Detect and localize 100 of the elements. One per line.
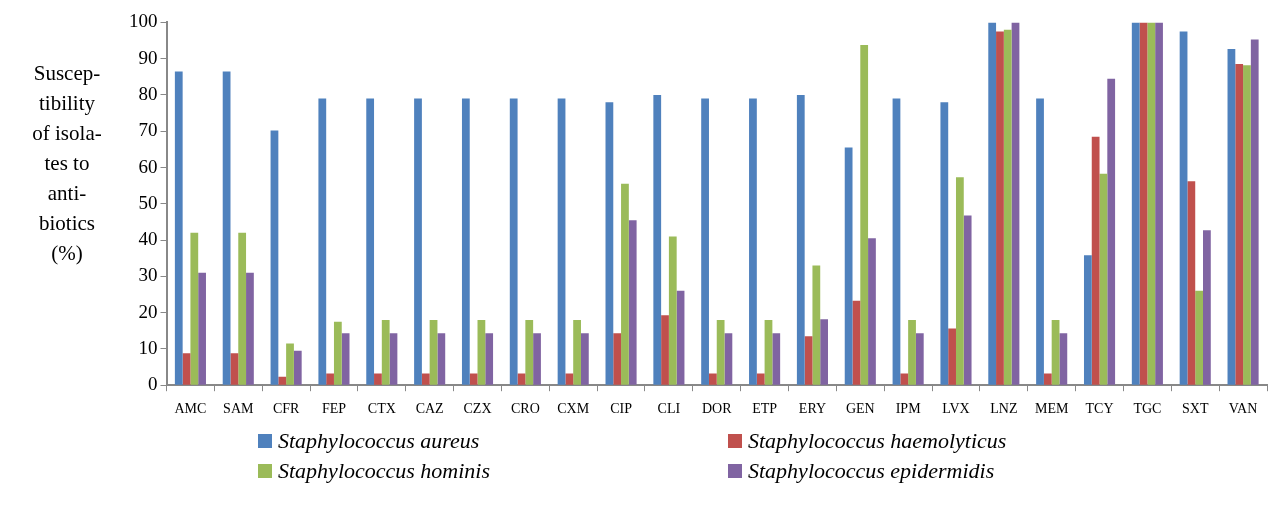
bar bbox=[414, 98, 422, 385]
bar bbox=[605, 102, 614, 385]
bar bbox=[621, 183, 629, 385]
bar bbox=[1187, 181, 1196, 385]
bar bbox=[469, 373, 478, 385]
bar bbox=[525, 319, 534, 385]
x-tick-label: FEP bbox=[321, 401, 347, 417]
bar bbox=[1051, 319, 1060, 385]
y-tick-label: 40 bbox=[138, 228, 158, 250]
bar bbox=[509, 98, 518, 385]
x-tick-label: CAZ bbox=[415, 401, 444, 417]
legend-label: Staphylococcus epidermidis bbox=[748, 458, 995, 484]
bar bbox=[190, 232, 199, 385]
bar bbox=[963, 215, 972, 385]
bar bbox=[230, 353, 239, 385]
bar bbox=[613, 333, 622, 385]
legend-label: Staphylococcus aureus bbox=[278, 428, 480, 454]
x-tick-label: CZX bbox=[463, 401, 492, 417]
bar bbox=[1099, 173, 1108, 385]
bar bbox=[948, 328, 956, 385]
bar bbox=[182, 353, 191, 385]
bar bbox=[1091, 136, 1100, 385]
y-tick-label: 10 bbox=[138, 336, 158, 358]
bar bbox=[421, 373, 430, 385]
bar bbox=[1250, 39, 1259, 385]
y-tick-label: 50 bbox=[138, 191, 158, 213]
bar bbox=[1235, 64, 1244, 385]
x-tick-label: ETP bbox=[752, 401, 778, 417]
bar bbox=[1059, 333, 1068, 385]
bar bbox=[461, 98, 470, 385]
bar bbox=[222, 71, 231, 385]
bar bbox=[1083, 255, 1092, 385]
bar bbox=[557, 98, 566, 385]
x-tick-label: CLI bbox=[657, 401, 681, 417]
bar bbox=[293, 350, 302, 385]
bar bbox=[708, 373, 717, 385]
x-tick-label: LVX bbox=[942, 401, 970, 417]
bar bbox=[1011, 22, 1020, 385]
x-tick-label: SAM bbox=[223, 401, 254, 417]
x-tick-label: CXM bbox=[557, 401, 590, 417]
bar bbox=[477, 319, 486, 385]
y-tick-label: 30 bbox=[138, 264, 158, 286]
bar bbox=[238, 232, 247, 385]
y-tick-label: 90 bbox=[138, 46, 158, 68]
bar bbox=[892, 98, 901, 385]
x-tick-label: CIP bbox=[610, 401, 633, 417]
bar bbox=[278, 376, 287, 385]
bar bbox=[1139, 22, 1148, 385]
bar bbox=[701, 98, 709, 385]
x-tick-label: MEM bbox=[1034, 401, 1069, 417]
bar bbox=[900, 373, 909, 385]
bar bbox=[1043, 373, 1052, 385]
bar bbox=[724, 333, 733, 385]
bar bbox=[1036, 98, 1044, 385]
bar bbox=[804, 336, 813, 385]
bar bbox=[749, 98, 757, 385]
bar bbox=[940, 102, 949, 385]
bar bbox=[573, 319, 581, 385]
y-tick-label: 80 bbox=[138, 82, 158, 104]
bar bbox=[381, 319, 390, 385]
bar bbox=[533, 333, 541, 385]
x-tick-label: CRO bbox=[510, 401, 540, 417]
bar bbox=[844, 147, 853, 385]
bar bbox=[485, 333, 494, 385]
x-tick-label: IPM bbox=[895, 401, 922, 417]
x-tick-label: LNZ bbox=[990, 401, 1018, 417]
bar bbox=[1179, 31, 1188, 385]
x-tick-label: SXT bbox=[1182, 401, 1209, 417]
bar bbox=[270, 130, 279, 385]
bar bbox=[1243, 65, 1251, 385]
bar bbox=[198, 272, 206, 385]
bar bbox=[517, 373, 526, 385]
legend-label: Staphylococcus haemolyticus bbox=[748, 428, 1007, 454]
bar bbox=[1131, 22, 1140, 385]
x-tick-label: TCY bbox=[1085, 401, 1114, 417]
bar bbox=[437, 333, 446, 385]
bar bbox=[716, 319, 725, 385]
y-axis-title: Suscep- tibility of isola- tes to anti- biotics (%) bbox=[31, 60, 103, 267]
bar bbox=[1147, 22, 1156, 385]
bar bbox=[1227, 48, 1236, 385]
bar bbox=[1195, 290, 1203, 385]
bar bbox=[174, 71, 183, 385]
x-tick-label: DOR bbox=[701, 401, 733, 417]
bar bbox=[676, 290, 685, 385]
bar bbox=[374, 373, 382, 385]
bar bbox=[812, 265, 821, 385]
bar bbox=[915, 333, 924, 385]
bar bbox=[820, 319, 828, 385]
bar bbox=[246, 272, 254, 385]
y-tick-label: 60 bbox=[138, 155, 158, 177]
bar bbox=[429, 319, 438, 385]
bar bbox=[628, 220, 637, 385]
bar bbox=[565, 373, 574, 385]
x-tick-label: CTX bbox=[367, 401, 396, 417]
bar bbox=[661, 315, 669, 385]
bar bbox=[756, 373, 765, 385]
y-tick-label: 0 bbox=[148, 373, 158, 395]
bar bbox=[852, 300, 861, 385]
bar bbox=[366, 98, 375, 385]
bar bbox=[908, 319, 916, 385]
